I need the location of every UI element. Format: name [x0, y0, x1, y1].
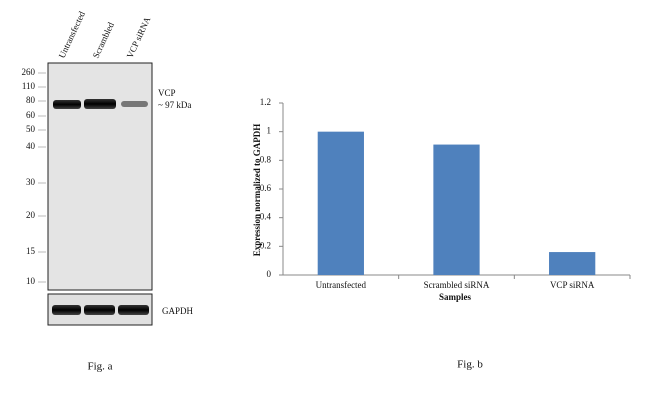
marker-label: 260	[22, 67, 36, 77]
marker-label: 20	[26, 210, 36, 220]
y-tick-label: 0.4	[260, 212, 272, 222]
y-tick-label: 1.2	[260, 97, 271, 107]
y-tick-label: 0.8	[260, 154, 272, 164]
bar	[433, 144, 480, 275]
y-tick-label: 0.2	[260, 240, 271, 250]
marker-label: 15	[26, 246, 36, 256]
y-tick-label: 0	[267, 269, 272, 279]
marker-label: 40	[26, 141, 36, 151]
marker-label: 60	[26, 110, 36, 120]
x-tick-label: Scrambled siRNA	[424, 280, 490, 290]
lane-label: Untransfected	[57, 9, 88, 59]
marker-label: 30	[26, 177, 36, 187]
y-tick-label: 0.6	[260, 183, 272, 193]
x-axis-label: Samples	[439, 292, 472, 302]
marker-label: 50	[26, 124, 36, 134]
target-label: VCP	[158, 88, 176, 98]
band	[84, 305, 115, 315]
marker-label: 10	[26, 276, 36, 286]
control-label: GAPDH	[162, 306, 194, 316]
band	[53, 100, 81, 109]
lane-label: VCP siRNA	[125, 15, 153, 60]
y-axis-label: Expression normalized to GAPDH	[252, 124, 262, 257]
band	[52, 305, 81, 315]
marker-label: 80	[26, 95, 36, 105]
bar	[549, 252, 596, 275]
y-tick-label: 1	[267, 126, 272, 136]
caption: Fig. b	[457, 359, 483, 371]
band	[84, 99, 116, 109]
band	[121, 101, 148, 107]
target-size: ~ 97 kDa	[158, 100, 191, 110]
marker-label: 110	[22, 81, 36, 91]
band	[118, 305, 149, 315]
bar	[317, 131, 364, 275]
x-tick-label: VCP siRNA	[550, 280, 595, 290]
blot-panel	[47, 62, 153, 291]
lane-label: Scrambled	[91, 20, 117, 60]
caption: Fig. a	[87, 361, 112, 373]
x-tick-label: Untransfected	[316, 280, 367, 290]
